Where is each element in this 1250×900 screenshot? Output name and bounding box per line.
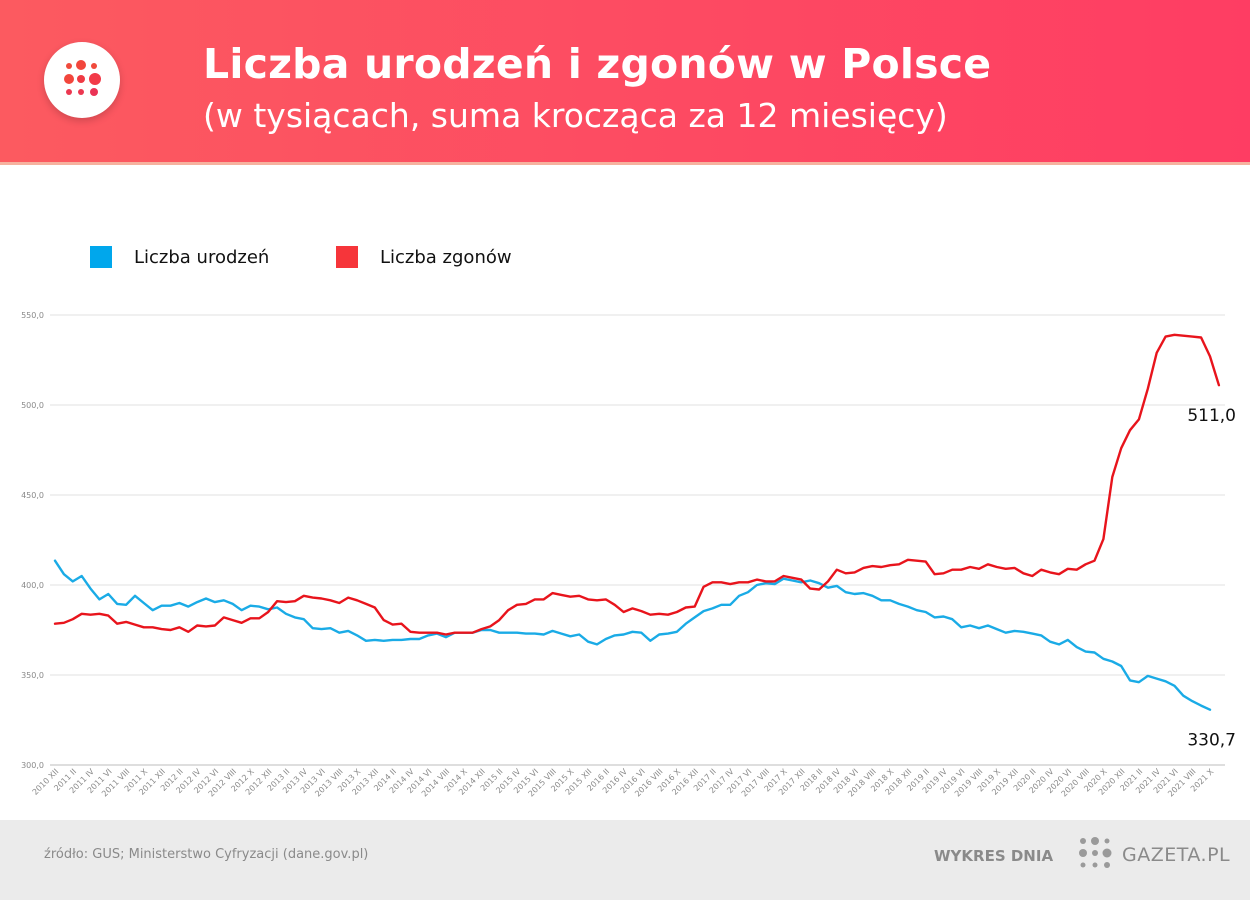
y-tick-label: 550,0	[21, 311, 44, 320]
y-tick-label: 400,0	[21, 581, 44, 590]
legend-label-births: Liczba urodzeń	[134, 247, 270, 268]
y-tick-label: 350,0	[21, 671, 44, 680]
y-axis-ticks: 300,0 350,0 400,0 450,0 500,0 550,0	[21, 311, 44, 770]
section-label: WYKRES DNIA	[934, 847, 1054, 865]
line-chart: 300,0 350,0 400,0 450,0 500,0 550,0 2010 XII2…	[21, 311, 1236, 799]
page-title: Liczba urodzeń i zgonów w Polsce	[203, 40, 992, 88]
footer: źródło: GUS; Ministerstwo Cyfryzacji (da…	[0, 820, 1250, 900]
source-note: źródło: GUS; Ministerstwo Cyfryzacji (da…	[44, 847, 369, 862]
y-tick-label: 500,0	[21, 401, 44, 410]
legend-label-deaths: Liczba zgonów	[380, 247, 512, 268]
end-labels: 330,7 511,0	[1187, 406, 1236, 751]
gazeta-dots-icon	[1079, 837, 1112, 868]
header-banner: Liczba urodzeń i zgonów w Polsce (w tysi…	[0, 0, 1250, 165]
series-lines	[53, 333, 1221, 711]
births-line	[53, 559, 1212, 711]
legend-swatch-deaths	[336, 246, 358, 268]
grid-lines	[50, 314, 1225, 766]
dots-logo-icon	[44, 42, 120, 118]
y-tick-label: 450,0	[21, 491, 44, 500]
y-tick-label: 300,0	[21, 761, 44, 770]
legend-swatch-births	[90, 246, 112, 268]
page-subtitle: (w tysiącach, suma krocząca za 12 miesię…	[203, 96, 948, 135]
births-end-label: 330,7	[1187, 731, 1236, 751]
deaths-end-label: 511,0	[1187, 406, 1236, 426]
deaths-line	[53, 333, 1221, 636]
brand-name: GAZETA.PL	[1122, 844, 1231, 866]
